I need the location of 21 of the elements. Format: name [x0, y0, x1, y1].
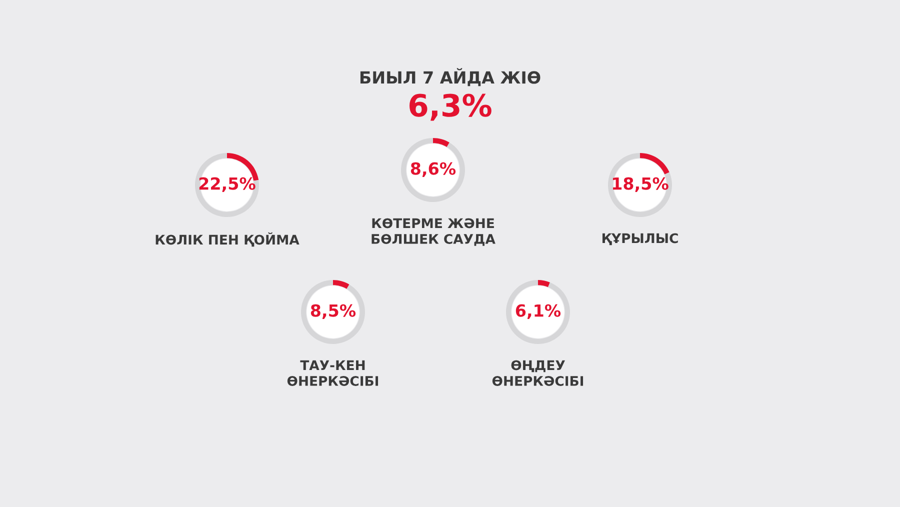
text: ӨҢДЕУ ӨНЕРКӘСІБІ	[492, 360, 584, 386]
donut-slice	[433, 138, 450, 147]
donut-slice	[301, 280, 365, 344]
data-label: 8,5%	[310, 304, 356, 319]
text: 6,3%	[410, 94, 492, 121]
donut-slice	[401, 138, 465, 202]
text: ҚҰРЫЛЫС	[602, 233, 678, 246]
donut-slice	[195, 153, 259, 217]
donut-slice	[538, 280, 550, 288]
data-label: 8,6%	[410, 162, 456, 177]
donut-slice	[333, 280, 350, 289]
donut-slice	[506, 280, 570, 344]
donut-slice	[640, 153, 670, 174]
text: БИЫЛ 7 АЙДА ЖІӨ	[360, 68, 540, 86]
data-label: 6,1%	[516, 304, 561, 319]
text: КӨТЕРМЕ ЖӘНЕ БӨЛШЕК САУДА	[372, 218, 496, 246]
data-label: 18,5%	[612, 177, 668, 192]
donut-slice	[608, 153, 672, 217]
text: КӨЛІК ПЕН ҚОЙМА	[156, 232, 300, 247]
text: ТАУ-КЕН ӨНЕРКӘСІБІ	[287, 360, 378, 386]
data-label: 22,5%	[199, 177, 256, 192]
